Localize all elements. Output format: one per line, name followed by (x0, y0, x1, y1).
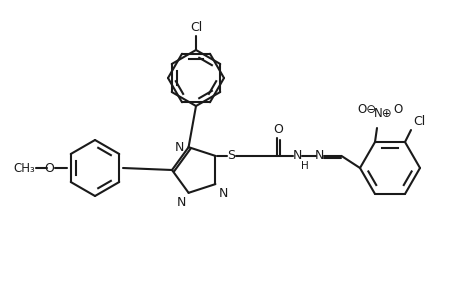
Text: N: N (175, 141, 184, 154)
Text: Cl: Cl (190, 21, 202, 34)
Text: O⊖: O⊖ (357, 103, 376, 116)
Text: N⊕: N⊕ (373, 107, 392, 120)
Text: O: O (273, 123, 283, 136)
Text: N: N (292, 149, 302, 162)
Text: S: S (227, 149, 235, 162)
Text: CH₃: CH₃ (13, 161, 35, 175)
Text: N: N (177, 196, 186, 209)
Text: H: H (301, 161, 308, 171)
Text: O: O (392, 103, 401, 116)
Text: Cl: Cl (412, 115, 424, 128)
Text: N: N (218, 187, 227, 200)
Text: O: O (44, 161, 54, 175)
Text: N: N (314, 149, 324, 162)
